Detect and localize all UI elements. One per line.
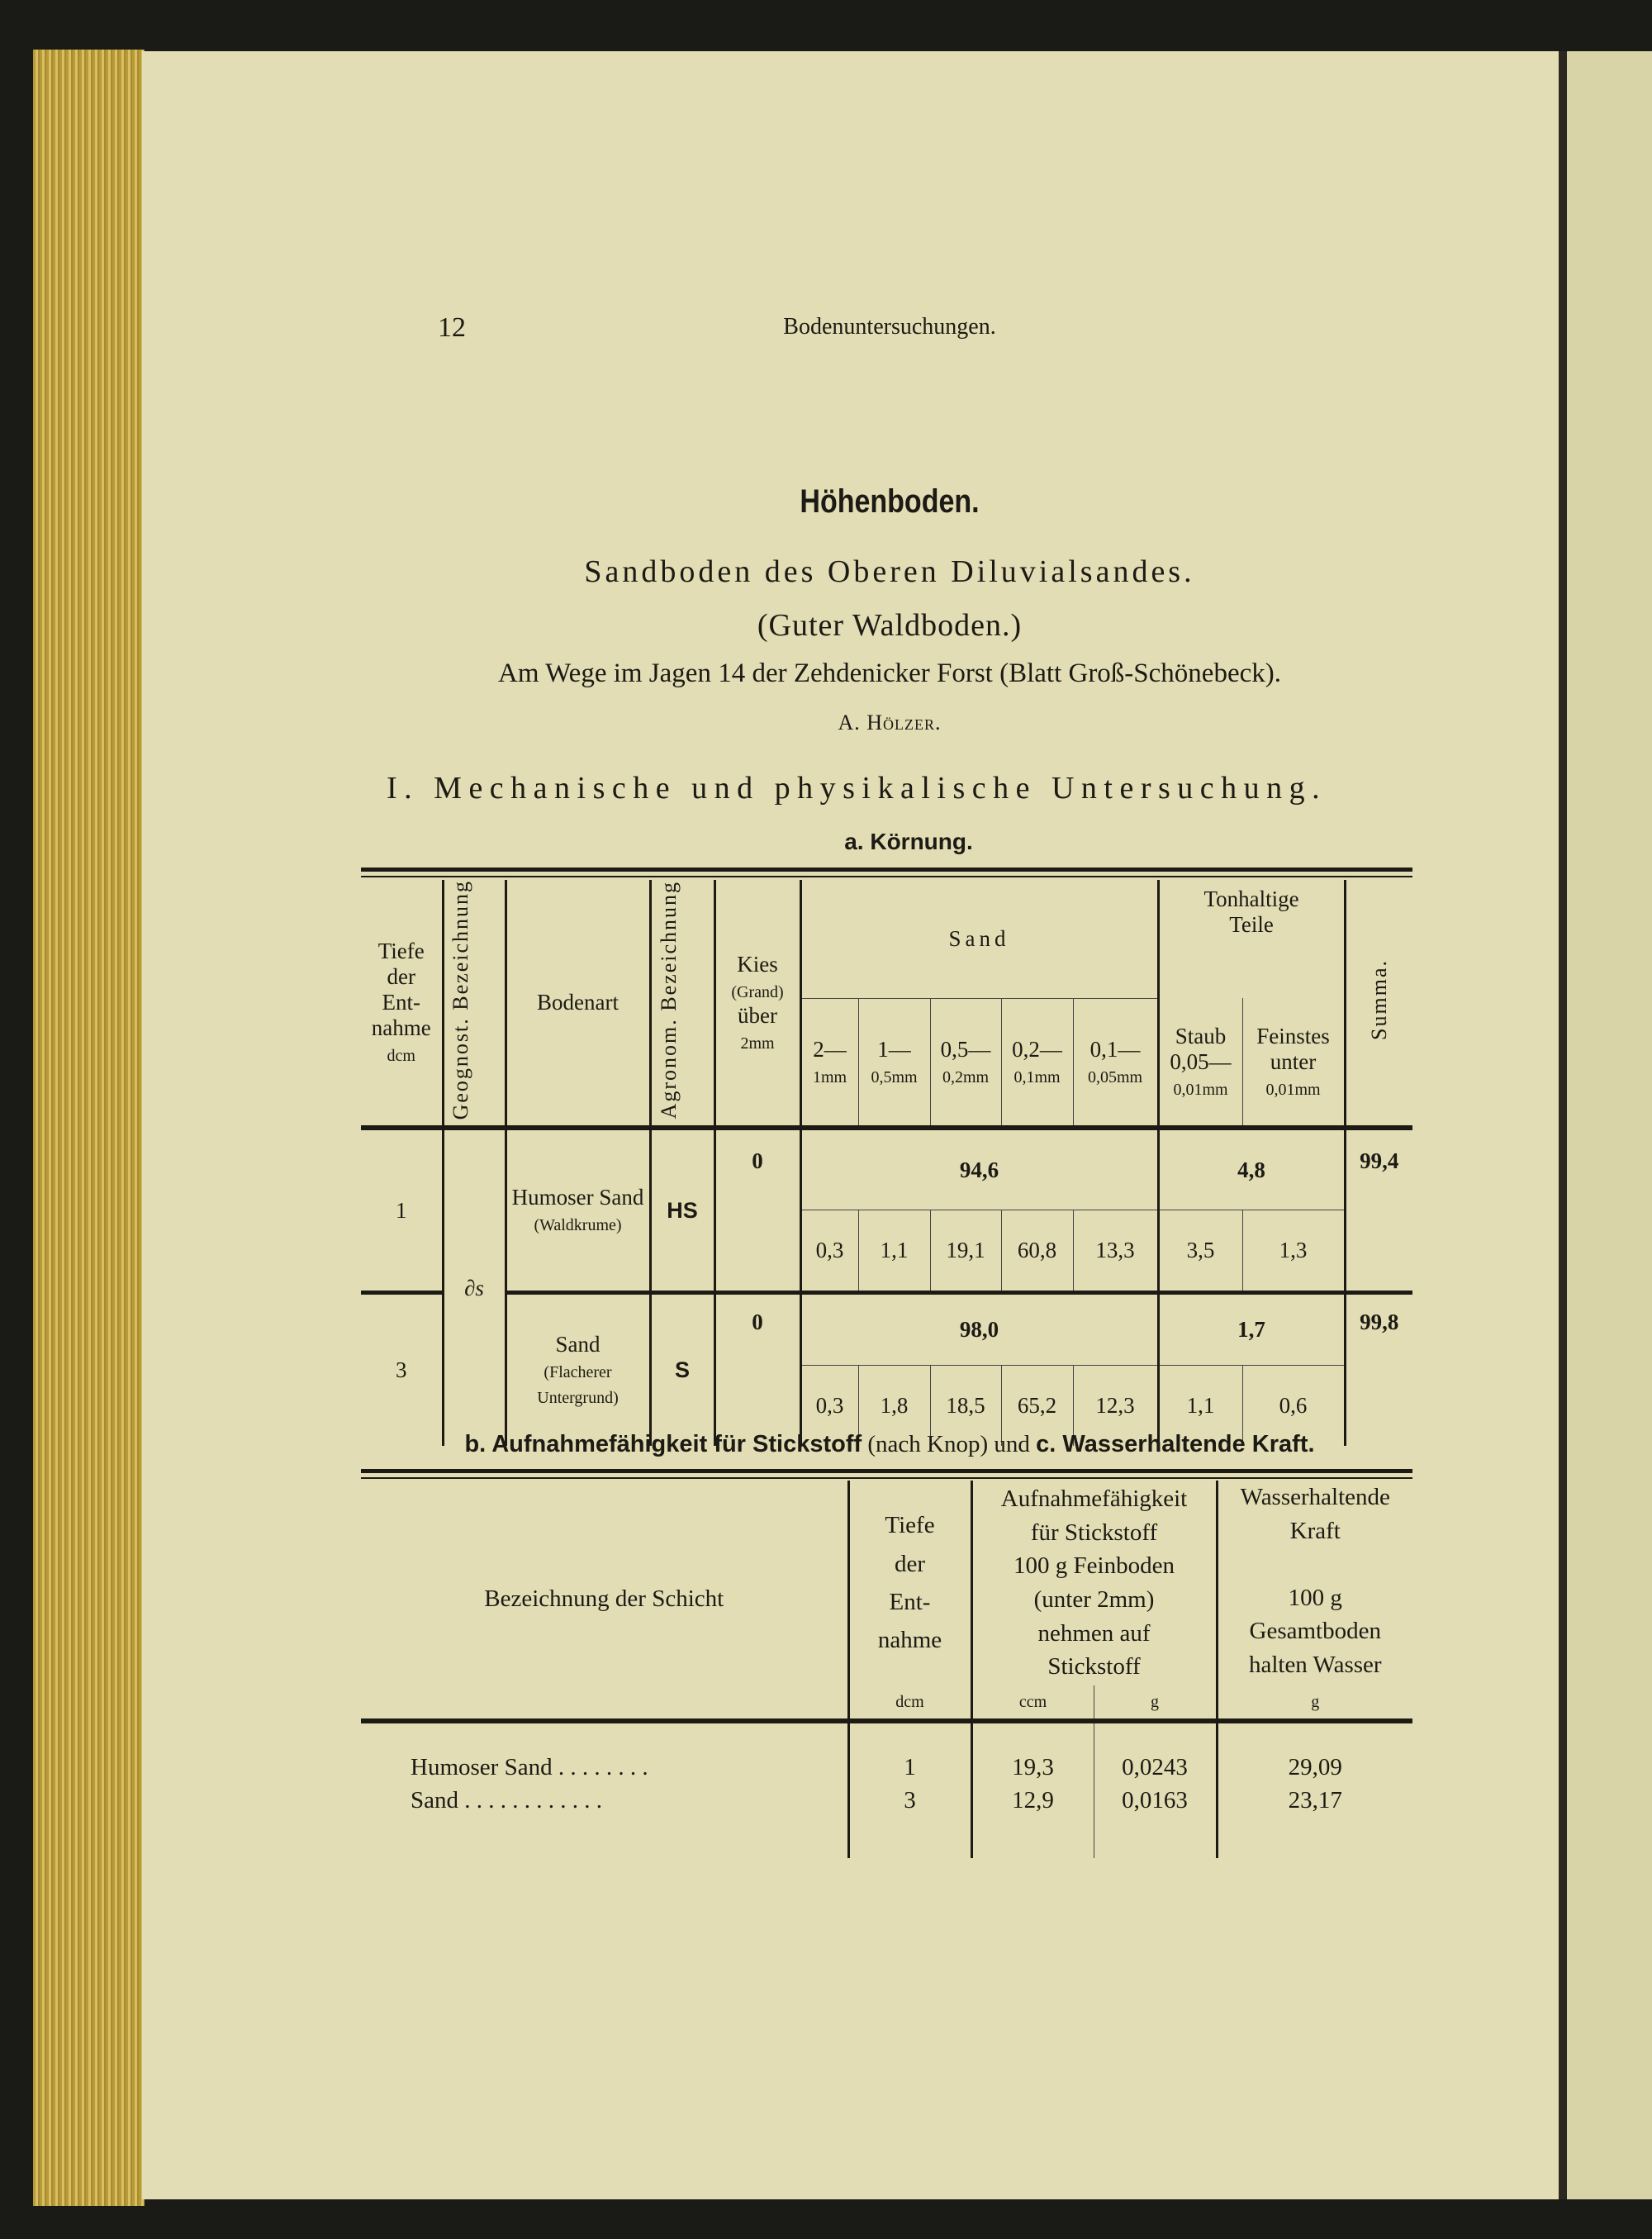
cell-tiefe: 3 — [847, 1781, 971, 1821]
header-sub: 0,1— 0,05mm — [1072, 998, 1159, 1126]
cell-bodenart: Humoser Sand (Waldkrume) — [504, 1130, 650, 1291]
cell-bodenart: Sand (Flacherer Untergrund) — [504, 1295, 650, 1447]
unit-ccm: ccm — [970, 1685, 1094, 1718]
cell-kies: 0 — [713, 1130, 800, 1291]
unit-g: g — [1215, 1685, 1413, 1718]
cell-wasser: 29,09 — [1215, 1723, 1413, 1781]
cell-summa: 99,4 — [1343, 1130, 1413, 1291]
cell-value: 0,6 — [1241, 1365, 1346, 1447]
header-feinstes: Feinstes unter 0,01mm — [1241, 998, 1346, 1126]
header-tiefe: Tiefe der Ent-nahme dcm — [371, 939, 431, 1066]
header-sub: 2— 1mm — [799, 998, 858, 1126]
header-tonhaltige: Tonhaltige Teile — [1156, 880, 1346, 999]
cell-value: 12,3 — [1072, 1365, 1159, 1447]
cell-sand-total: 98,0 — [799, 1295, 1159, 1366]
cell-sand-total: 94,6 — [799, 1130, 1159, 1210]
cell-value: 1,8 — [857, 1365, 930, 1447]
header-agronom: Agronom. Bezeichnung — [648, 880, 714, 1126]
header-schicht: Bezeichnung der Schicht — [484, 1585, 724, 1613]
rule — [361, 1469, 1412, 1473]
table-row: 3 Sand (Flacherer Untergrund) S 0 98,0 1,… — [361, 1295, 1413, 1447]
author: A. Hölzer. — [838, 711, 942, 734]
unit-dcm: dcm — [847, 1685, 971, 1718]
header-wasser: Wasserhaltende Kraft 100 g Gesamtboden halte… — [1215, 1481, 1413, 1685]
cell-summa: 99,8 — [1343, 1295, 1413, 1447]
header-tiefe: Tiefe der Ent-nahme — [847, 1481, 971, 1685]
cell-ton-total: 1,7 — [1156, 1295, 1346, 1366]
subsection-heading: a. Körnung. — [844, 829, 973, 854]
location: Am Wege im Jagen 14 der Zehdenicker Fors… — [498, 658, 1281, 688]
cell-geognost: ∂s — [441, 1130, 506, 1447]
table-row: Sand . . . . . . . . . . . . 3 12,9 0,01… — [361, 1781, 1413, 1821]
cell-value: 65,2 — [1000, 1365, 1073, 1447]
section-b-heading: b. Aufnahmefähigkeit für Stickstoff (nac… — [464, 1431, 1315, 1457]
book-page-edges — [33, 50, 145, 2206]
cell-tiefe: 1 — [847, 1723, 971, 1781]
header-aufnahme: Aufnahmefähigkeit für Stickstoff 100 g Fei… — [970, 1481, 1218, 1685]
cell-wasser: 23,17 — [1215, 1781, 1413, 1821]
running-title: Bodenuntersuchungen. — [783, 314, 996, 340]
header-sand: Sand — [799, 880, 1159, 999]
cell-value: 1,1 — [857, 1210, 930, 1291]
header-sub: 0,2— 0,1mm — [1000, 998, 1073, 1126]
stickstoff-wasser-table: Bezeichnung der Schicht Tiefe der Ent-nahm… — [361, 1481, 1413, 1858]
rule — [361, 868, 1412, 872]
header-sub: 0,5— 0,2mm — [929, 998, 1001, 1126]
cell-ton-total: 4,8 — [1156, 1130, 1346, 1210]
rule — [361, 876, 1412, 877]
koernung-table: Tiefe der Ent-nahme dcm Geognost. Bezeichnu… — [361, 880, 1413, 1447]
table-row: 1 ∂s Humoser Sand (Waldkrume) HS 0 94,6 4… — [361, 1130, 1413, 1447]
cell-value: 19,1 — [929, 1210, 1001, 1291]
header-bodenart: Bodenart — [504, 880, 650, 1126]
cell-tiefe: 1 — [396, 1197, 407, 1223]
cell-g: 0,0243 — [1093, 1723, 1218, 1781]
cell-value: 1,3 — [1241, 1210, 1346, 1291]
cell-ccm: 19,3 — [970, 1723, 1094, 1781]
header-geognost: Geognost. Bezeichnung — [441, 880, 506, 1126]
page-number: 12 — [438, 312, 466, 343]
cell-tiefe: 3 — [396, 1357, 407, 1383]
book-gutter — [1559, 51, 1567, 2199]
cell-value: 60,8 — [1000, 1210, 1073, 1291]
facing-page — [1567, 51, 1652, 2199]
cell-value: 18,5 — [929, 1365, 1001, 1447]
cell-agronom: HS — [648, 1130, 714, 1291]
cell-value: 0,3 — [799, 1210, 858, 1291]
cell-value: 0,3 — [799, 1365, 858, 1447]
rule — [361, 1477, 1412, 1479]
header-kies: Kies (Grand) über 2mm — [713, 880, 800, 1126]
cell-value: 1,1 — [1156, 1365, 1243, 1447]
subtitle-2: (Guter Waldboden.) — [757, 608, 1023, 643]
unit-g: g — [1093, 1685, 1218, 1718]
cell-g: 0,0163 — [1093, 1781, 1218, 1821]
cell-agronom: S — [648, 1295, 714, 1447]
header-summa: Summa. — [1343, 880, 1413, 1126]
cell-schicht: Humoser Sand . . . . . . . . — [411, 1753, 648, 1780]
subtitle: Sandboden des Oberen Diluvialsandes. — [584, 554, 1195, 589]
header-staub: Staub 0,05— 0,01mm — [1156, 998, 1243, 1126]
cell-kies: 0 — [713, 1295, 800, 1447]
table-row: Humoser Sand . . . . . . . . 1 19,3 0,02… — [361, 1723, 1413, 1781]
cell-ccm: 12,9 — [970, 1781, 1094, 1821]
section-heading: I. Mechanische und physikalische Untersu… — [387, 771, 1327, 806]
page-title: Höhenboden. — [800, 483, 980, 520]
cell-value: 3,5 — [1156, 1210, 1243, 1291]
cell-value: 13,3 — [1072, 1210, 1159, 1291]
header-sub: 1— 0,5mm — [857, 998, 930, 1126]
cell-schicht: Sand . . . . . . . . . . . . — [411, 1787, 602, 1814]
